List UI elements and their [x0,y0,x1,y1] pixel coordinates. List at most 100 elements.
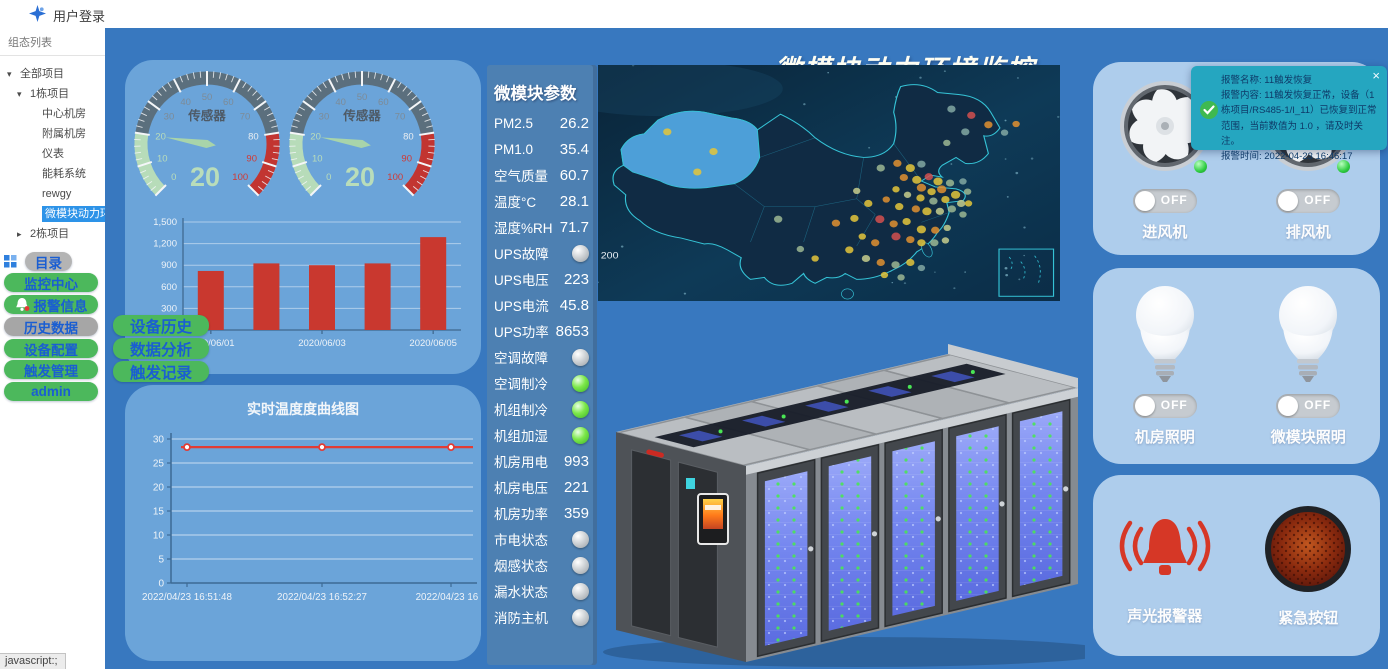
tree-item[interactable]: 仪表 [0,144,105,164]
map-dot [959,211,967,218]
toast-close-icon[interactable]: × [1372,68,1380,83]
param-label: UPS功率 [494,325,549,340]
tree-item[interactable]: 能耗系统 [0,164,105,184]
bar-chart-history: 03006009001,2001,5002020/06/012020/06/03… [153,217,461,349]
map-dot [850,214,859,222]
map-dot [950,190,961,199]
map-dot [917,160,926,168]
param-label: 温度°C [494,195,537,210]
svg-text:90: 90 [246,154,257,165]
tree-item[interactable]: 中心机房 [0,104,105,124]
map-dot [882,196,890,203]
map-dot [906,236,915,244]
tree-expander-icon[interactable]: ▸ [17,229,22,239]
map-dot [922,207,932,216]
menu-item-6[interactable]: admin [4,382,98,401]
submenu-item[interactable]: 触发记录 [113,361,209,382]
param-value: 221 [563,478,589,496]
param-row: 空调故障 [487,344,597,370]
tree-item[interactable]: ▸ 2栋项目 [0,224,105,244]
emergency-cell: 紧急按钮 [1237,475,1381,656]
tree-item[interactable]: 微模块动力环境 [0,204,105,224]
menu-row: 监控中心 [4,273,98,292]
bulb-icon [1279,286,1338,382]
menu-item-label: 目录 [35,255,62,271]
param-label: 市电状态 [494,533,548,548]
param-row: 温度°C 28.1 [487,188,597,214]
map-dot [916,183,927,192]
svg-text:0: 0 [326,172,331,183]
server-module-svg [603,344,1113,667]
param-row: UPS电流 45.8 [487,292,597,318]
map-dot [895,203,904,211]
menu-item-4[interactable]: 设备配置 [4,339,98,358]
param-row: PM1.0 35.4 [487,136,597,162]
param-row: UPS故障 [487,240,597,266]
svg-text:80: 80 [248,132,259,143]
svg-text:70: 70 [395,111,406,122]
menu-row: 设备配置 [4,339,98,358]
param-label: 消防主机 [494,611,548,626]
svg-text:0: 0 [171,172,176,183]
status-led-green [572,426,589,444]
param-row: 机房功率 359 [487,500,597,526]
emergency-button-icon[interactable] [1260,501,1356,597]
svg-text:0: 0 [158,579,164,590]
intake-fan-toggle[interactable]: OFF [1132,189,1197,213]
map-dot [984,121,993,129]
param-label: 空调制冷 [494,377,548,392]
svg-text:50: 50 [357,92,368,103]
toast-alarm-time: 报警时间: 2022-04-23 16:46:17 [1221,150,1353,162]
menu-item-catalog[interactable]: 目录 [25,252,72,271]
submenu-item[interactable]: 设备历史 [113,315,209,336]
param-value: 359 [563,504,589,522]
menu-row: 报警信息 [4,295,98,314]
tree-expander-icon[interactable]: ▾ [7,69,12,79]
param-label: 机房电压 [494,481,548,496]
map-dot [889,220,898,228]
map-dot [880,271,889,279]
map-dot [947,205,957,213]
tree-expander-icon[interactable]: ▾ [17,89,22,99]
map-dot [891,261,900,269]
svg-text:30: 30 [153,435,165,446]
status-led-gray [572,530,589,548]
tree-item[interactable]: ▾ 全部项目 [0,64,105,84]
menu-item-5[interactable]: 触发管理 [4,360,98,379]
intake-fan-label: 进风机 [1142,224,1188,241]
bell-icon [15,298,29,311]
fan-status-indicator [1193,160,1207,173]
menu-item-label: 监控中心 [24,276,78,292]
module-light-toggle[interactable]: OFF [1276,394,1341,418]
status-led-gray [572,582,589,600]
user-login-link[interactable]: 用户登录 [53,9,106,24]
map-dot [693,168,702,176]
map-dot [931,226,940,234]
room-light-toggle[interactable]: OFF [1132,394,1197,418]
exhaust-fan-toggle[interactable]: OFF [1276,189,1341,213]
menu-item-1[interactable]: 监控中心 [4,273,98,292]
svg-text:2020/06/05: 2020/06/05 [409,338,457,349]
submenu-item[interactable]: 数据分析 [113,338,209,359]
menu-item-2[interactable]: 报警信息 [4,295,98,314]
param-value: 26.2 [559,114,589,132]
menu-item-3[interactable]: 历史数据 [4,317,98,336]
map-dot [911,205,921,213]
tree-item[interactable]: ▾ 1栋项目 [0,84,105,104]
map-dot [831,219,841,227]
tree-item[interactable]: rewgy [0,184,105,204]
room-light-label: 机房照明 [1134,429,1195,446]
map-dot [917,264,926,272]
svg-text:900: 900 [161,260,177,271]
map-dot [927,188,936,196]
siren-cell: 声光报警器 [1093,475,1237,656]
map-dot [947,105,956,113]
param-value: 60.7 [559,166,589,184]
server-module-3d [598,300,1113,669]
svg-text:40: 40 [335,97,346,108]
tree-item[interactable]: 附属机房 [0,124,105,144]
status-led-gray [572,244,589,262]
map-dot [959,178,967,185]
svg-text:1,500: 1,500 [153,217,177,228]
svg-text:传感器: 传感器 [342,108,381,123]
